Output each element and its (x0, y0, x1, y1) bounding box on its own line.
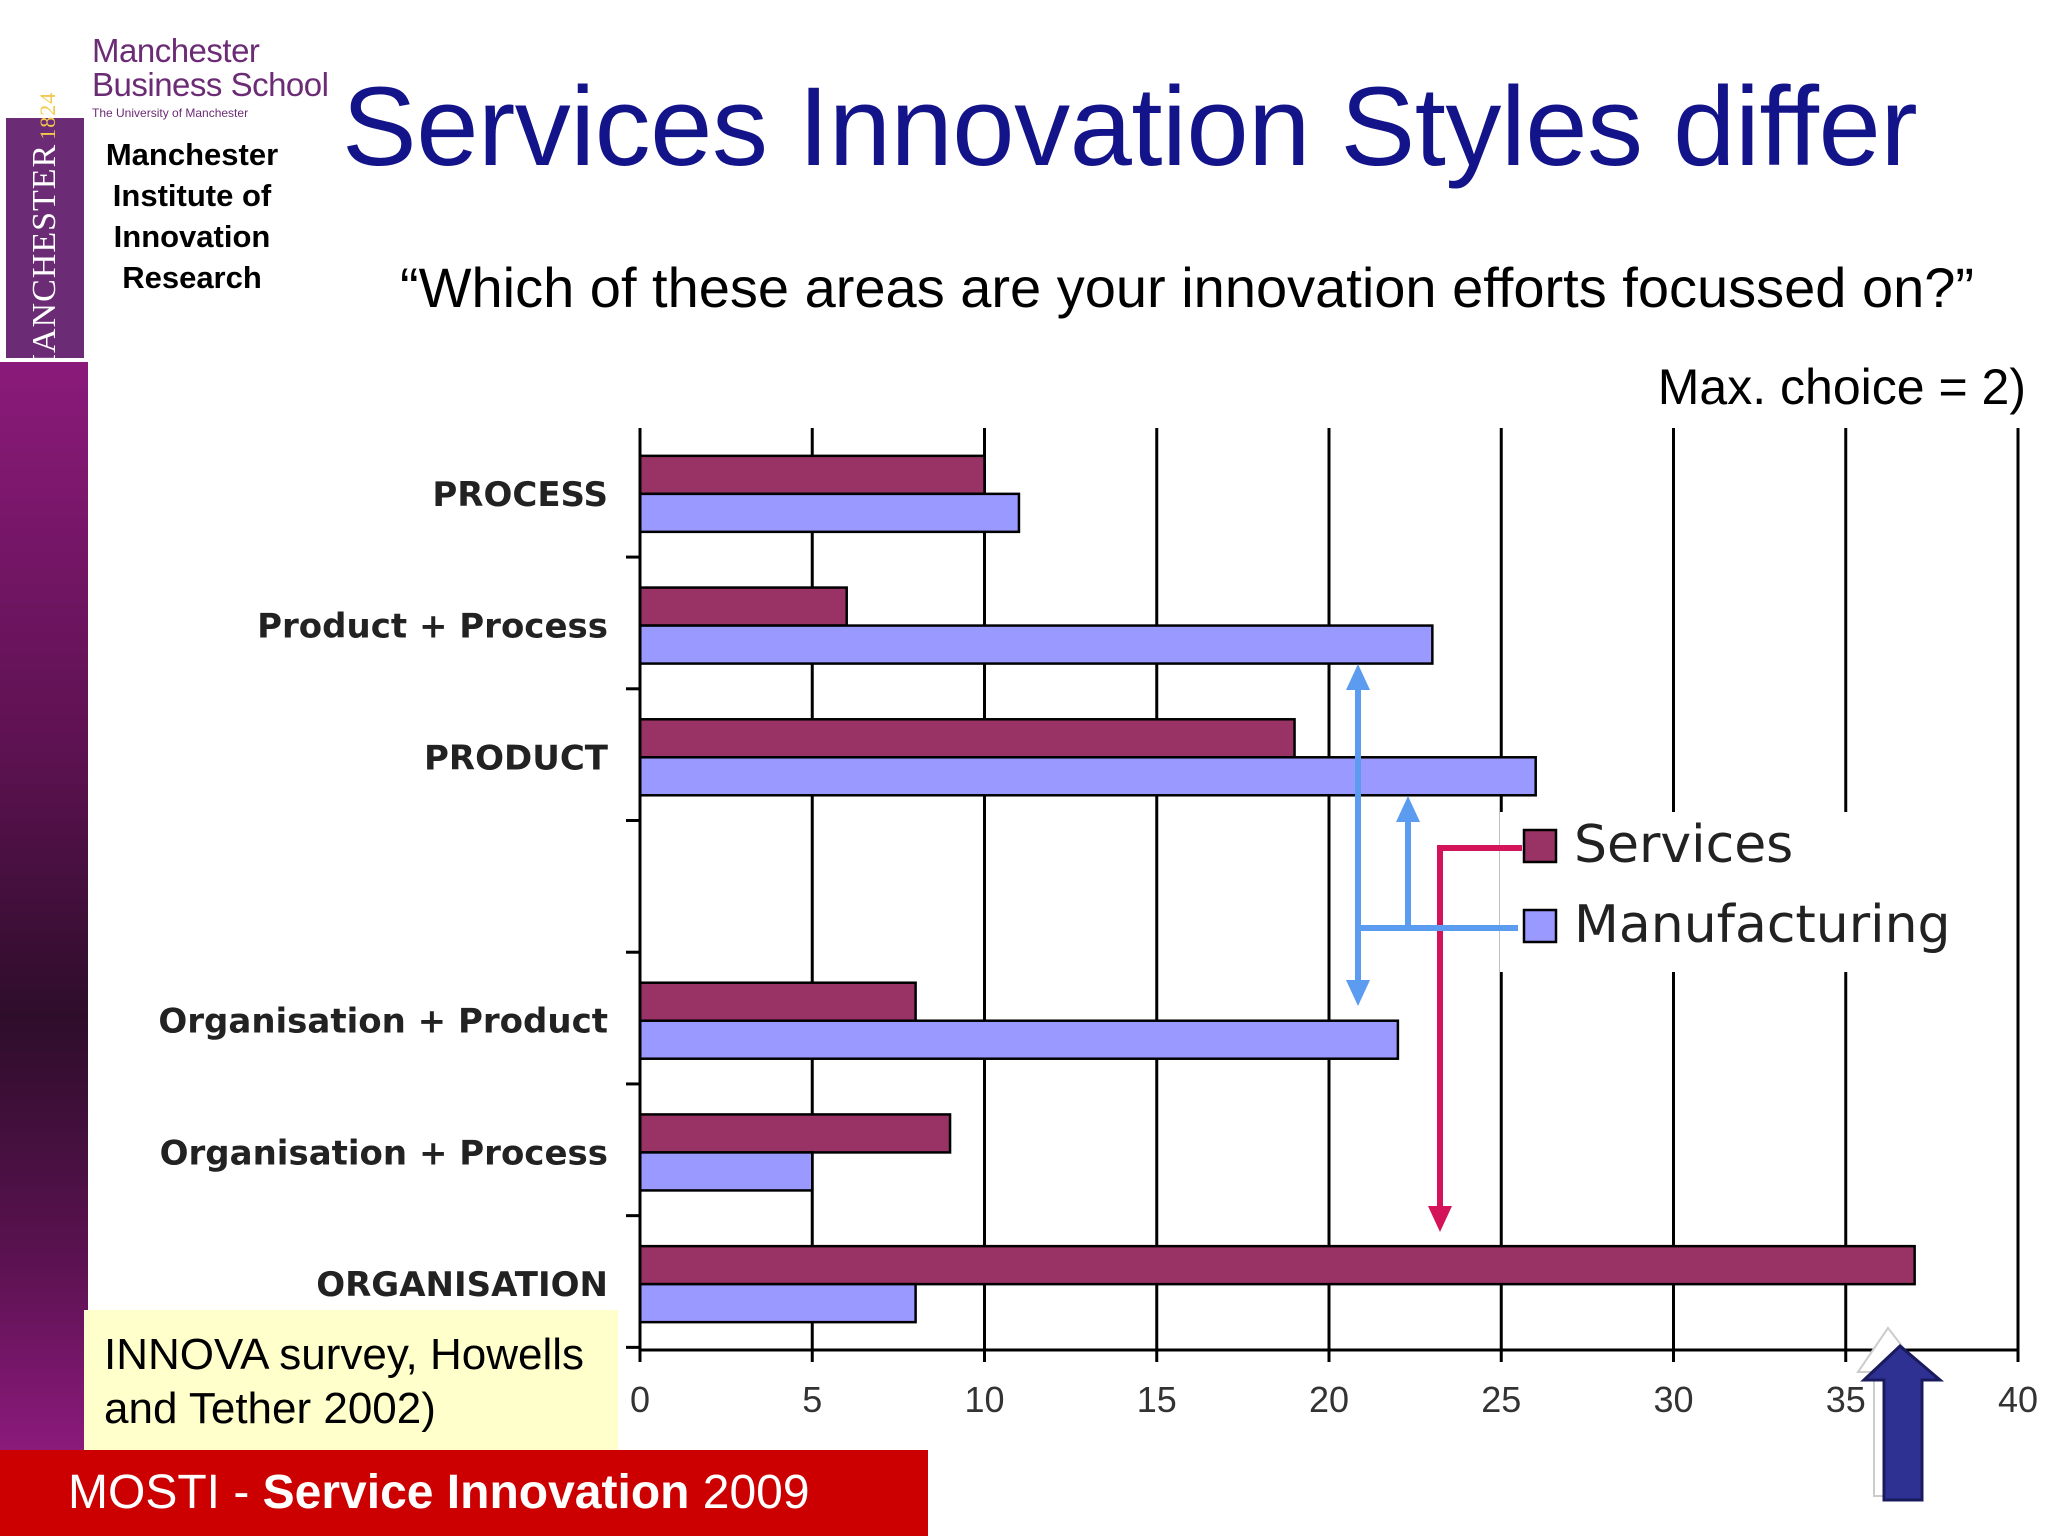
services-arrowhead (1428, 1206, 1452, 1232)
institute-line-4: Research (122, 260, 262, 295)
institute-line-1: Manchester (105, 137, 279, 172)
x-tick-label-25: 25 (1481, 1379, 1521, 1420)
x-tick-label-5: 5 (802, 1379, 822, 1420)
side-decor-bar (0, 362, 88, 1452)
bar-services-2 (638, 718, 1296, 759)
footer-bold: Service Innovation (262, 1466, 690, 1519)
legend-label-services: Services (1574, 815, 1793, 875)
legend-label-manufacturing: Manufacturing (1574, 895, 1951, 955)
logo-line-3: The University of Manchester (92, 106, 249, 120)
manchester-seal: MANCHESTER1824 (6, 92, 84, 384)
category-label-1: Product + Process (257, 607, 608, 647)
survey-question: “Which of these areas are your innovatio… (400, 256, 1975, 319)
category-labels: PROCESS Product + Process PRODUCT Organisat… (158, 475, 608, 1305)
category-label-4: Organisation + Product (158, 1002, 608, 1042)
category-label-5: Organisation + Process (160, 1133, 608, 1173)
page-title: Services Innovation Styles differ (342, 64, 1918, 189)
up-arrow-icon[interactable] (1838, 1324, 1948, 1504)
bar-services-0 (638, 454, 986, 496)
category-label-0: PROCESS (432, 475, 608, 515)
bar-services-5 (638, 1113, 952, 1154)
bar-services-4 (638, 981, 917, 1022)
category-label-2: PRODUCT (424, 738, 609, 778)
legend-swatch-services (1522, 828, 1558, 864)
bar-services-6 (638, 1244, 1916, 1286)
x-tick-label-0: 0 (630, 1379, 650, 1420)
bar-manufacturing-6 (638, 1282, 917, 1324)
x-tick-label-10: 10 (964, 1379, 1004, 1420)
category-label-6: ORGANISATION (316, 1265, 608, 1305)
legend: Services Manufacturing (1500, 812, 1951, 972)
choice-note: Max. choice = 2) (1657, 359, 2026, 415)
footer-bar: MOSTI - Service Innovation 2009 (0, 1450, 928, 1536)
source-note: INNOVA survey, Howells and Tether 2002) (84, 1310, 618, 1454)
manufacturing-arrowhead-up-long (1346, 664, 1370, 690)
x-tick-label-20: 20 (1309, 1379, 1349, 1420)
footer-prefix: MOSTI - (68, 1466, 263, 1519)
bar-manufacturing-2 (638, 756, 1537, 797)
logo-line-2: Business School (92, 66, 329, 103)
annotation-arrows (1346, 664, 1522, 1232)
bar-manufacturing-5 (638, 1151, 814, 1192)
services-connector-line (1437, 845, 1522, 1210)
mbs-logo: Manchester Business School The Universit… (92, 32, 329, 121)
bar-manufacturing-0 (638, 492, 1021, 534)
bar-manufacturing-1 (638, 624, 1434, 665)
legend-swatch-manufacturing (1522, 908, 1558, 944)
footer-suffix: 2009 (689, 1466, 810, 1519)
x-tick-label-30: 30 (1653, 1379, 1693, 1420)
institute-line-3: Innovation (113, 219, 271, 254)
x-tick-label-40: 40 (1998, 1379, 2038, 1420)
x-tick-label-15: 15 (1137, 1379, 1177, 1420)
manufacturing-arrowhead-down (1346, 980, 1370, 1006)
bar-manufacturing-4 (638, 1019, 1400, 1060)
institute-name: Manchester Institute of Innovation Resea… (92, 134, 292, 298)
institute-line-2: Institute of (112, 178, 272, 213)
legend-background (1500, 812, 1920, 972)
manufacturing-arrowhead-up-short (1396, 796, 1420, 822)
x-tick-labels: 0 5 10 15 20 25 30 35 40 (630, 1379, 2038, 1420)
bars (638, 454, 1916, 1324)
logo-line-1: Manchester (92, 32, 260, 69)
x-tick-label-35: 35 (1826, 1379, 1866, 1420)
axes (626, 428, 2020, 1362)
bar-services-1 (638, 586, 848, 627)
